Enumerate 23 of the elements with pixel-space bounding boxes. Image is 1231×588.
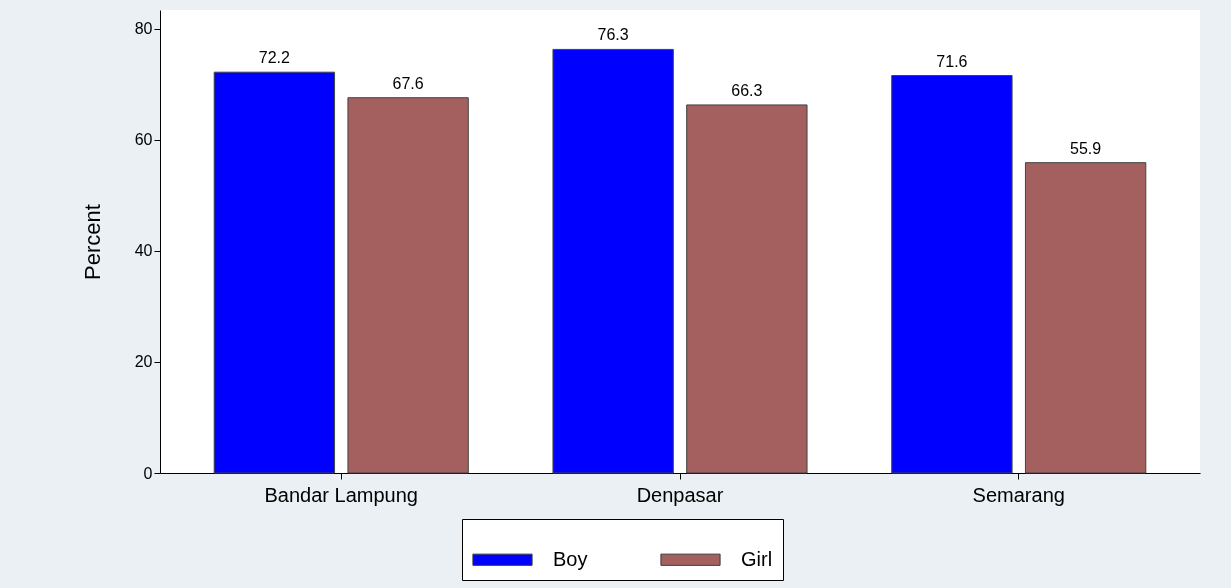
data-label: 71.6 — [936, 52, 968, 70]
bar — [1024, 162, 1147, 474]
legend-label: Boy — [553, 547, 588, 570]
y-axis-title: Percent — [79, 204, 105, 280]
y-tick-label: 60 — [134, 131, 153, 149]
y-tick-label: 20 — [134, 353, 153, 371]
bar — [891, 75, 1013, 474]
bar — [213, 71, 336, 474]
data-label: 72.2 — [258, 49, 291, 67]
data-label: 67.6 — [392, 74, 424, 92]
data-label: 76.3 — [597, 26, 629, 44]
bar — [347, 97, 469, 474]
bar — [552, 48, 674, 474]
y-tick-label: 0 — [143, 464, 153, 482]
x-tick-label: Bandar Lampung — [264, 483, 418, 506]
data-label: 55.9 — [1070, 139, 1102, 157]
legend-label: Girl — [741, 547, 773, 570]
x-tick-label: Denpasar — [636, 483, 724, 506]
y-tick-label: 80 — [134, 20, 153, 38]
y-tick-label: 40 — [134, 242, 153, 260]
data-label: 66.3 — [731, 81, 763, 99]
bar — [686, 104, 808, 474]
x-tick-label: Semarang — [972, 483, 1065, 506]
